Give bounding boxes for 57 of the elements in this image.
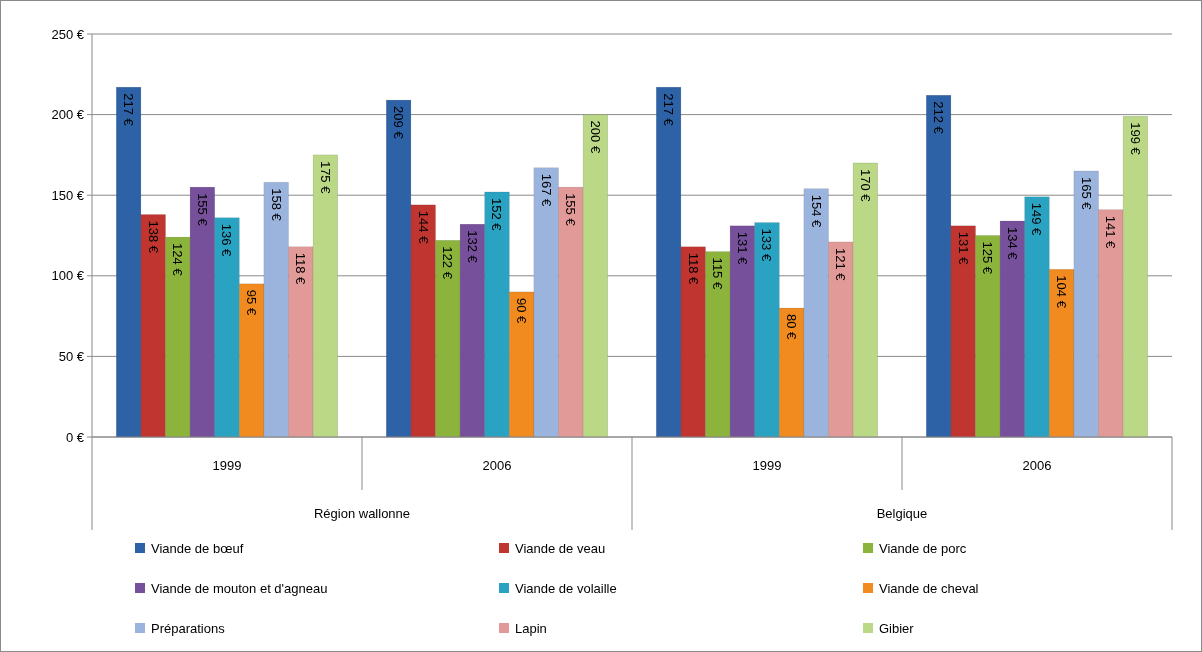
data-label: 170 € (857, 168, 873, 203)
data-label: 118 € (293, 252, 309, 286)
data-label: 165 € (1078, 177, 1094, 211)
data-label: 132 € (464, 230, 480, 264)
y-tick-label: 50 € (58, 348, 85, 364)
data-label: 199 € (1127, 122, 1143, 156)
data-label: 200 € (587, 120, 603, 154)
data-label: 141 € (1103, 215, 1119, 250)
legend-label: Viande de porc (879, 540, 967, 556)
data-label: 131 € (955, 231, 971, 266)
x-tick-label: 2006 (1022, 458, 1052, 473)
legend-label: Viande de cheval (879, 580, 979, 596)
data-label: 152 € (489, 197, 505, 232)
data-label: 121 € (833, 247, 849, 282)
text: Belgique (876, 506, 928, 521)
data-label: 217 € (121, 93, 137, 127)
x-tick-label: 2006 (482, 458, 512, 473)
x-tick-label: 1999 (212, 458, 242, 473)
data-label: 155 € (563, 193, 579, 227)
data-label: 134 € (1004, 226, 1020, 261)
legend-label: Gibier (879, 620, 915, 636)
data-label: 155 € (194, 193, 210, 227)
legend-label: Viande de veau (515, 540, 606, 556)
data-label: 115 € (710, 257, 726, 290)
data-label: 118 € (685, 252, 701, 286)
y-tick-label: 250 € (51, 26, 85, 42)
data-label: 133 € (759, 228, 775, 262)
data-label: 154 € (808, 194, 824, 229)
data-label: 138 € (145, 220, 161, 254)
legend-label: Préparations (151, 620, 226, 636)
data-label: 212 € (931, 101, 947, 135)
data-label: 167 € (538, 173, 554, 208)
data-label: 209 € (391, 106, 407, 140)
data-label: 136 € (219, 223, 235, 258)
data-label: 80 € (784, 314, 800, 341)
y-tick-label: 100 € (51, 268, 85, 284)
data-label: 122 € (440, 246, 456, 280)
y-tick-label: 0 € (65, 429, 85, 445)
x-tick-label: 1999 (752, 458, 782, 473)
legend-label: Viande de mouton et d'agneau (151, 580, 328, 596)
data-label: 95 € (244, 289, 260, 316)
data-label: 131 € (734, 231, 750, 266)
data-label: 90 € (514, 297, 530, 324)
legend-label: Viande de volaille (515, 580, 617, 596)
data-label: 217 € (661, 93, 677, 127)
data-label: 125 € (980, 241, 996, 275)
data-label: 175 € (317, 160, 333, 195)
text: Région wallonne (313, 506, 411, 521)
data-label: 124 € (170, 243, 186, 277)
data-label: 158 € (268, 188, 284, 222)
data-label: 104 € (1054, 275, 1070, 309)
data-label: 144 € (415, 210, 431, 245)
legend-label: Viande de bœuf (151, 540, 244, 556)
data-label: 149 € (1029, 202, 1045, 237)
legend-label: Lapin (515, 620, 547, 636)
y-tick-label: 200 € (51, 107, 85, 123)
y-tick-label: 150 € (51, 187, 85, 203)
